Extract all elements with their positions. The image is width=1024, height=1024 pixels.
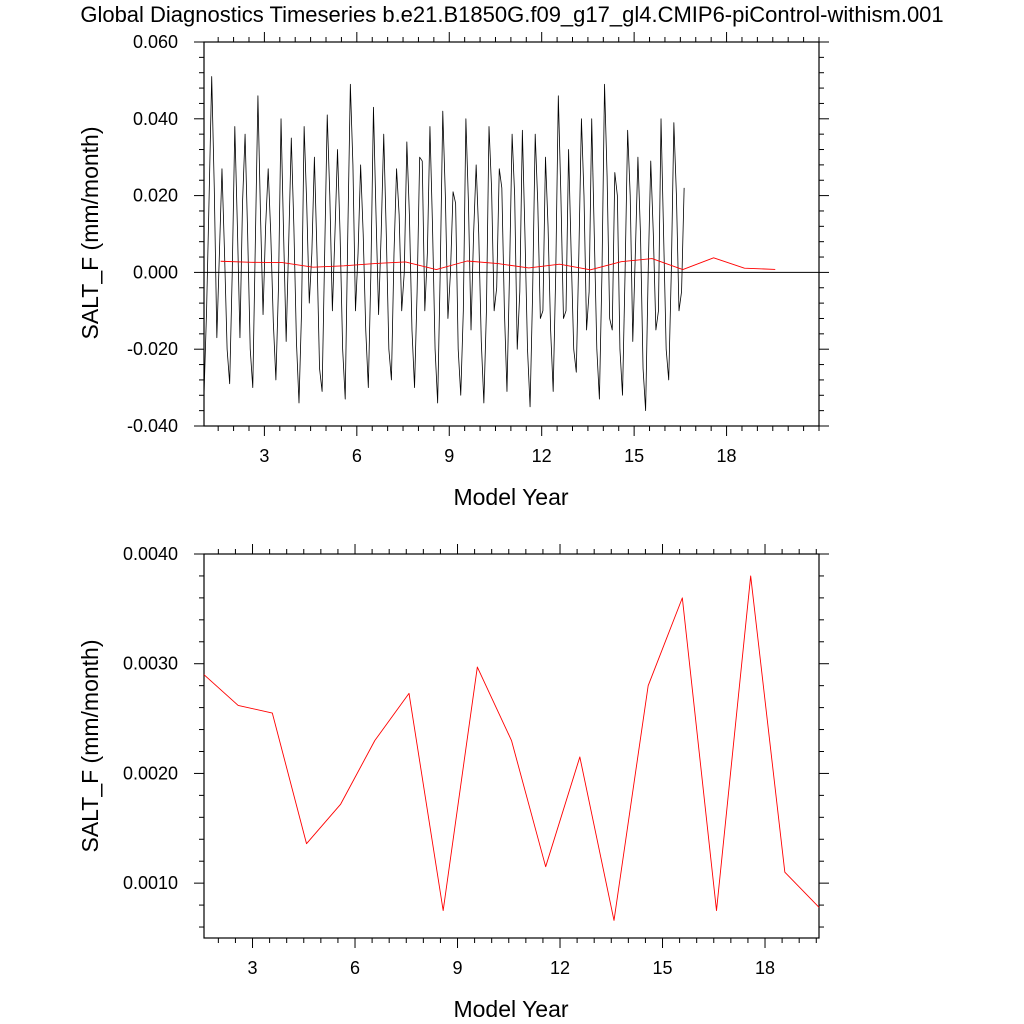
bottom-chart-xlabel: Model Year — [453, 996, 568, 1022]
bottom-ytick-label: 0.0040 — [123, 544, 178, 564]
top-ytick-label: -0.020 — [127, 339, 178, 359]
top-chart-ylabel: SALT_F (mm/month) — [77, 127, 103, 340]
top-ytick-label: 0.020 — [133, 186, 178, 206]
bottom-ytick-label: 0.0030 — [123, 654, 178, 674]
top-xtick-label: 6 — [352, 446, 362, 466]
top-chart-plot: 3 6 9 12 15 18 -0.040 -0.020 0.000 0.020 0.040 0.06… — [127, 32, 829, 466]
bottom-plot-frame — [203, 553, 820, 939]
bottom-series-annual-line — [203, 575, 820, 921]
bottom-ytick-label: 0.0020 — [123, 763, 178, 783]
top-chart-xlabel: Model Year — [453, 484, 568, 510]
top-series-monthly-line — [203, 76, 685, 412]
top-xtick-label: 9 — [444, 446, 454, 466]
bottom-xtick-label: 12 — [550, 958, 570, 978]
bottom-xtick-label: 18 — [755, 958, 775, 978]
bottom-xtick-label: 9 — [453, 958, 463, 978]
top-xtick-label: 12 — [532, 446, 552, 466]
top-plot-frame — [203, 41, 820, 427]
top-ytick-label: 0.040 — [133, 109, 178, 129]
bottom-chart: 3 6 9 12 15 18 0.0010 0.0020 0.0030 0.0040 Model … — [77, 544, 829, 1022]
top-chart: 3 6 9 12 15 18 -0.040 -0.020 0.000 0.020 0.040 0.06… — [77, 32, 829, 510]
bottom-chart-plot: 3 6 9 12 15 18 0.0010 0.0020 0.0030 0.0040 — [123, 544, 829, 978]
bottom-xtick-label: 3 — [248, 958, 258, 978]
figure-title: Global Diagnostics Timeseries b.e21.B185… — [80, 2, 943, 27]
top-ytick-label: 0.060 — [133, 32, 178, 52]
top-xtick-label: 18 — [717, 446, 737, 466]
top-ytick-label: 0.000 — [133, 262, 178, 282]
top-ytick-label: -0.040 — [127, 416, 178, 436]
top-xtick-label: 3 — [259, 446, 269, 466]
bottom-ytick-label: 0.0010 — [123, 873, 178, 893]
bottom-xtick-label: 6 — [350, 958, 360, 978]
top-xtick-label: 15 — [624, 446, 644, 466]
bottom-xtick-label: 15 — [653, 958, 673, 978]
top-series-annual-line — [220, 257, 776, 271]
bottom-chart-ylabel: SALT_F (mm/month) — [77, 640, 103, 853]
